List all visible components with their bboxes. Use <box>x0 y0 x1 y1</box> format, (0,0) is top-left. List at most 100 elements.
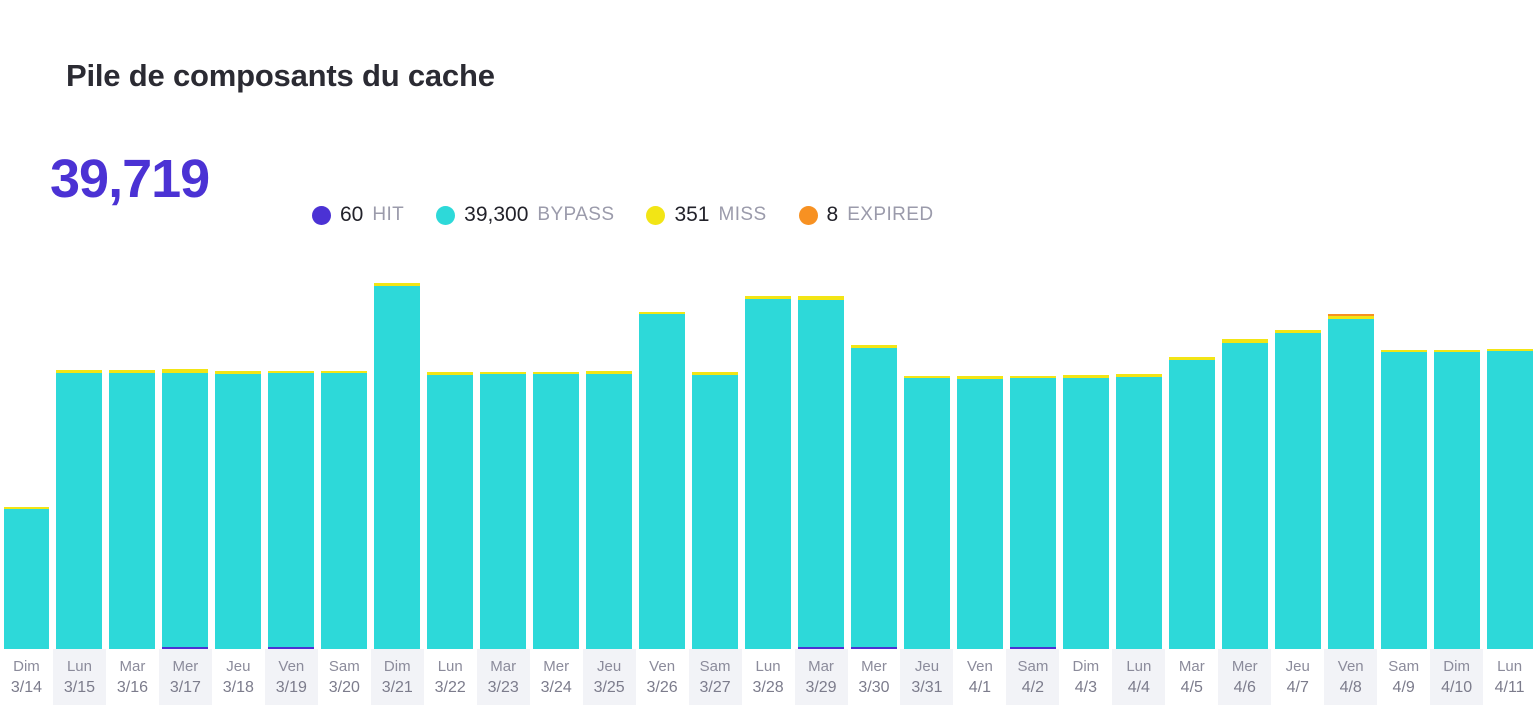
legend-item-expired[interactable]: 8 EXPIRED <box>798 203 934 227</box>
stacked-bar[interactable] <box>1433 349 1480 649</box>
bar-segment-miss <box>374 282 421 286</box>
bar-slot <box>795 262 848 649</box>
bar-segment-bypass <box>3 508 50 649</box>
legend-item-hit[interactable]: 60 HIT <box>312 203 404 227</box>
x-tick-4-2[interactable]: Sam 4/2 <box>1006 649 1060 705</box>
bar-slot <box>1165 262 1218 649</box>
stacked-bar[interactable] <box>745 295 792 649</box>
bar-segment-bypass <box>480 374 527 649</box>
bar-slot <box>742 262 795 649</box>
tick-day-label: Sam <box>1388 657 1420 675</box>
stacked-bar[interactable] <box>56 370 103 649</box>
bar-segment-bypass <box>533 374 580 649</box>
chart-legend: 60 HIT 39,300 BYPASS 351 MISS 8 EXPIRED <box>312 196 933 234</box>
x-tick-4-10[interactable]: Dim 4/10 <box>1430 649 1484 705</box>
tick-day-label: Dim <box>1072 657 1100 675</box>
bar-segment-miss <box>851 345 897 348</box>
stacked-bar[interactable] <box>851 345 897 649</box>
stacked-bar[interactable] <box>374 282 421 649</box>
stacked-bar[interactable] <box>1221 338 1268 649</box>
stacked-bar[interactable] <box>1062 375 1109 649</box>
bar-segment-miss <box>956 376 1003 379</box>
stacked-bar[interactable] <box>268 370 315 649</box>
stacked-bar[interactable] <box>798 296 844 649</box>
x-tick-4-3[interactable]: Dim 4/3 <box>1059 649 1112 705</box>
x-tick-3-16[interactable]: Mar 3/16 <box>106 649 159 705</box>
x-tick-3-18[interactable]: Jeu 3/18 <box>212 649 265 705</box>
bar-slot <box>848 262 901 649</box>
stacked-bar[interactable] <box>1168 356 1215 649</box>
tick-day-label: Jeu <box>597 657 622 675</box>
bar-slot <box>424 262 477 649</box>
x-tick-3-29[interactable]: Mar 3/29 <box>794 649 848 705</box>
stacked-bar[interactable] <box>639 311 686 649</box>
x-tick-3-22[interactable]: Lun 3/22 <box>424 649 477 705</box>
x-tick-4-5[interactable]: Mar 4/5 <box>1165 649 1218 705</box>
x-tick-4-9[interactable]: Sam 4/9 <box>1377 649 1430 705</box>
tick-date-label: 3/31 <box>911 678 943 696</box>
x-tick-3-26[interactable]: Ven 3/26 <box>636 649 689 705</box>
x-tick-3-31[interactable]: Jeu 3/31 <box>900 649 954 705</box>
legend-swatch-bypass-icon <box>436 205 456 225</box>
stacked-bar[interactable] <box>1486 349 1533 649</box>
x-tick-3-14[interactable]: Dim 3/14 <box>0 649 53 705</box>
bar-segment-bypass <box>1327 319 1374 649</box>
stacked-bar[interactable] <box>109 370 156 649</box>
bar-segment-bypass <box>1380 352 1427 649</box>
x-tick-3-17[interactable]: Mer 3/17 <box>158 649 212 705</box>
bar-segment-bypass <box>109 372 156 649</box>
x-tick-4-4[interactable]: Lun 4/4 <box>1112 649 1166 705</box>
bar-segment-miss <box>109 370 156 373</box>
stacked-bar[interactable] <box>162 368 209 649</box>
stacked-bar[interactable] <box>480 372 527 649</box>
legend-value-expired: 8 <box>826 203 839 226</box>
x-tick-3-20[interactable]: Sam 3/20 <box>318 649 371 705</box>
legend-item-miss[interactable]: 351 MISS <box>646 203 766 227</box>
x-tick-4-1[interactable]: Ven 4/1 <box>953 649 1006 705</box>
stacked-bar[interactable] <box>427 372 474 649</box>
stacked-bar[interactable] <box>533 371 580 649</box>
stacked-bar[interactable] <box>215 371 262 649</box>
stacked-bar[interactable] <box>586 371 633 649</box>
legend-label-hit: HIT <box>372 204 405 225</box>
tick-date-label: 3/14 <box>10 678 43 696</box>
x-tick-3-21[interactable]: Dim 3/21 <box>370 649 424 705</box>
x-tick-3-23[interactable]: Mar 3/23 <box>476 649 530 705</box>
bar-segment-miss <box>3 506 50 509</box>
x-tick-4-7[interactable]: Jeu 4/7 <box>1271 649 1324 705</box>
bar-segment-bypass <box>745 298 792 649</box>
stacked-bar[interactable] <box>321 370 368 649</box>
tick-date-label: 4/6 <box>1233 678 1256 696</box>
x-tick-3-19[interactable]: Ven 3/19 <box>264 649 318 705</box>
stacked-bar[interactable] <box>692 372 739 649</box>
bar-segment-bypass <box>692 374 739 649</box>
x-tick-4-11[interactable]: Lun 4/11 <box>1483 649 1536 705</box>
x-tick-3-28[interactable]: Lun 3/28 <box>742 649 795 705</box>
stacked-bar[interactable] <box>903 375 950 649</box>
x-tick-3-27[interactable]: Sam 3/27 <box>688 649 742 705</box>
tick-date-label: 3/30 <box>858 678 890 696</box>
total-requests-value: 39,719 <box>50 149 210 209</box>
x-tick-4-8[interactable]: Ven 4/8 <box>1324 649 1378 705</box>
stacked-bar[interactable] <box>956 376 1003 649</box>
stacked-bar[interactable] <box>1327 313 1374 649</box>
bar-segment-hit <box>162 647 209 649</box>
tick-date-label: 4/8 <box>1339 678 1362 696</box>
x-tick-3-30[interactable]: Mer 3/30 <box>848 649 901 705</box>
stacked-bar[interactable] <box>1274 329 1321 649</box>
bar-segment-bypass <box>1062 377 1109 649</box>
x-tick-3-15[interactable]: Lun 3/15 <box>52 649 106 705</box>
stacked-bar[interactable] <box>1380 349 1427 649</box>
x-tick-3-24[interactable]: Mer 3/24 <box>530 649 583 705</box>
stacked-bar[interactable] <box>1115 374 1162 649</box>
tick-day-label: Lun <box>755 657 781 675</box>
bar-segment-bypass <box>1221 342 1268 649</box>
bar-segment-miss <box>586 371 633 374</box>
tick-date-label: 4/9 <box>1392 678 1415 696</box>
x-tick-3-25[interactable]: Jeu 3/25 <box>582 649 636 705</box>
legend-value-miss: 351 <box>674 203 710 226</box>
stacked-bar[interactable] <box>3 506 50 649</box>
stacked-bar[interactable] <box>1009 375 1056 649</box>
legend-item-bypass[interactable]: 39,300 BYPASS <box>436 203 614 227</box>
x-tick-4-6[interactable]: Mer 4/6 <box>1218 649 1272 705</box>
